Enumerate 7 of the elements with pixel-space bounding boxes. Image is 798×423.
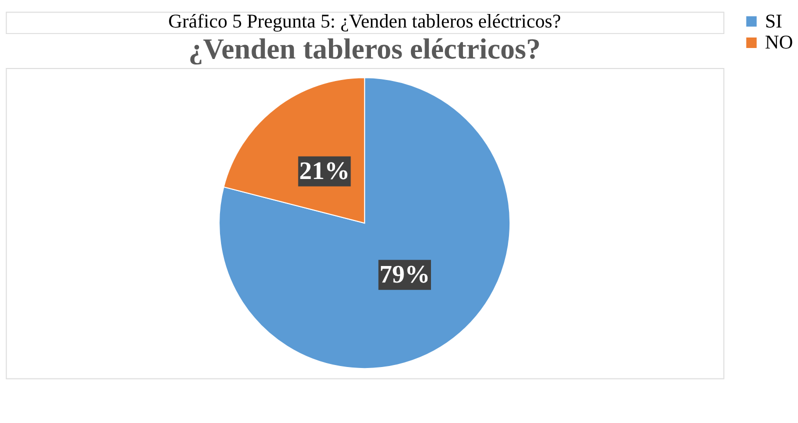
- legend-label: NO: [765, 32, 794, 54]
- text: Gráfico 5 Pregunta 5: ¿Venden tableros eléctricos?: [168, 11, 561, 32]
- data-label: 21%: [299, 158, 350, 186]
- text: ¿Venden tableros eléctricos?: [188, 33, 541, 66]
- legend-label: SI: [765, 11, 782, 32]
- pie-slice: [218, 77, 510, 369]
- data-label: 79%: [379, 262, 430, 289]
